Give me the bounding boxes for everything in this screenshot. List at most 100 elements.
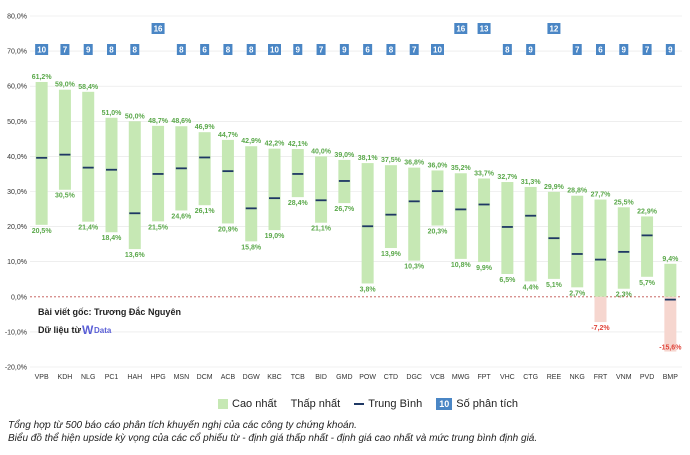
credit-author: Bài viết gốc: Trương Đắc Nguyên	[38, 306, 181, 317]
y-tick-label: 70,0%	[7, 49, 27, 56]
x-tick-label: VNM	[616, 374, 632, 381]
high-value-label: 50,0%	[125, 113, 146, 120]
high-value-label: 39,0%	[334, 152, 355, 159]
high-value-label: 59,0%	[55, 82, 76, 89]
high-value-label: 25,5%	[614, 199, 635, 206]
low-value-label: 3,8%	[360, 286, 377, 293]
count-badge	[572, 44, 582, 55]
low-value-label: 30,5%	[55, 193, 76, 200]
low-value-label: 4,4%	[523, 284, 540, 291]
x-tick-label: PVD	[640, 374, 654, 381]
high-value-label: 33,7%	[474, 171, 495, 178]
count-badge	[526, 44, 536, 55]
high-value-label: 37,5%	[381, 157, 402, 164]
count-badge	[409, 44, 419, 55]
high-value-label: 48,7%	[148, 118, 169, 125]
x-tick-label: HPG	[150, 374, 165, 381]
x-tick-label: FRT	[594, 374, 608, 381]
y-tick-label: 50,0%	[7, 119, 27, 126]
footnote-2: Biểu đồ thể hiện upside kỳ vọng của các …	[8, 433, 538, 444]
x-tick-label: CTD	[384, 374, 398, 381]
high-value-label: 48,6%	[171, 118, 192, 125]
low-value-label: -15,6%	[659, 345, 682, 352]
y-tick-label: 30,0%	[7, 189, 27, 196]
count-badge-label: 8	[179, 46, 184, 55]
count-badge-label: 12	[549, 25, 558, 34]
count-badge-label: 8	[389, 46, 394, 55]
bar-range-positive	[268, 148, 281, 231]
count-badge	[107, 44, 116, 55]
count-badge	[454, 23, 468, 34]
low-value-label: 2,7%	[569, 290, 586, 297]
count-badge	[431, 44, 444, 55]
count-badge-label: 6	[365, 46, 370, 55]
bar-range-positive	[571, 195, 584, 288]
low-value-label: 10,8%	[451, 262, 472, 269]
credit-block: Bài viết gốc: Trương Đắc Nguyên Dữ liệu …	[38, 306, 181, 337]
bar-range-positive	[594, 199, 607, 297]
count-badge-label: 13	[480, 25, 489, 34]
low-value-label: 19,0%	[265, 233, 286, 240]
count-badge	[246, 44, 256, 55]
high-value-label: 46,9%	[195, 124, 216, 131]
count-badge-label: 6	[598, 46, 603, 55]
legend-item-low: Thấp nhất	[291, 398, 341, 410]
x-tick-label: ACB	[221, 374, 236, 381]
high-value-label: 40,0%	[311, 148, 332, 155]
high-value-label: 9,4%	[662, 256, 679, 263]
count-badge	[386, 44, 396, 55]
count-badge-label: 6	[202, 46, 207, 55]
high-value-label: 51,0%	[102, 110, 123, 117]
legend-item-count: 10 Số phân tích	[436, 398, 518, 410]
count-badge	[176, 44, 186, 55]
legend-item-avg: Trung Bình	[354, 398, 422, 410]
low-value-label: -7,2%	[591, 325, 610, 332]
low-value-label: 21,5%	[148, 224, 169, 231]
bar-range-positive	[245, 146, 258, 242]
count-badge-label: 7	[575, 46, 580, 55]
analysis-count-badges: 10 7 9 8 8 16 8 6 8 8 10 9 7 9 6 8 7 10 16 13 8 9 12 7 6 9 7 9	[35, 23, 675, 55]
bar-range-negative	[664, 296, 677, 352]
high-value-label: 29,9%	[544, 184, 565, 191]
bar-range-positive	[35, 81, 48, 225]
bar-range-positive	[128, 121, 141, 250]
count-badge-label: 9	[622, 46, 627, 55]
count-badge-label: 16	[154, 25, 163, 34]
range-bars	[35, 81, 677, 352]
x-tick-label: BMP	[663, 374, 679, 381]
bar-range-positive	[478, 178, 491, 263]
x-tick-label: GMD	[336, 374, 352, 381]
count-badge	[665, 44, 675, 55]
count-badge	[316, 44, 326, 55]
low-value-label: 2,3%	[616, 292, 633, 299]
high-value-label: 42,2%	[265, 141, 286, 148]
count-badge	[619, 44, 629, 55]
bar-range-positive	[454, 173, 467, 259]
bar-range-negative	[594, 296, 607, 323]
high-value-label: 31,3%	[521, 179, 542, 186]
legend-label-high: Cao nhất	[232, 398, 277, 410]
high-value-label: 36,0%	[428, 162, 449, 169]
wdata-logo-mark: W	[82, 323, 94, 337]
x-tick-label: MWG	[452, 374, 470, 381]
high-value-label: 42,9%	[241, 138, 262, 145]
count-badge-label: 8	[249, 46, 254, 55]
count-badge-label: 9	[668, 46, 673, 55]
y-tick-label: 40,0%	[7, 154, 27, 161]
count-badge-label: 8	[505, 46, 510, 55]
count-badge-label: 10	[37, 46, 46, 55]
x-tick-label: REE	[547, 374, 562, 381]
y-tick-label: -10,0%	[5, 329, 27, 336]
y-tick-label: 20,0%	[7, 224, 27, 231]
legend-item-high: Cao nhất	[218, 398, 277, 410]
count-badge-label: 10	[270, 46, 279, 55]
credit-source: Dữ liệu từ	[38, 325, 82, 335]
x-tick-label: NKG	[570, 374, 585, 381]
legend-swatch-avg	[354, 403, 365, 405]
legend-label-count: Số phân tích	[456, 398, 519, 410]
x-tick-label: DGC	[406, 374, 422, 381]
count-badge-label: 7	[412, 46, 417, 55]
count-badge	[339, 44, 349, 55]
footnote-1: Tổng hợp từ 500 báo cáo phân tích khuyến…	[8, 420, 357, 431]
x-tick-label: VPB	[35, 374, 49, 381]
